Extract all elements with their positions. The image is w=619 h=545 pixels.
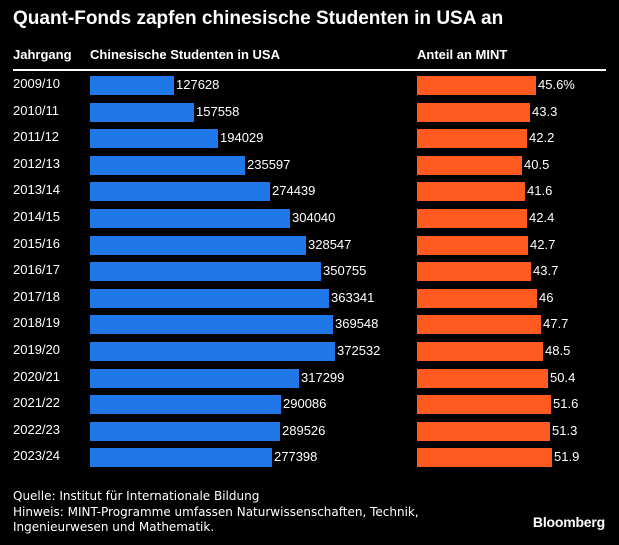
mint-bar bbox=[417, 76, 536, 95]
hint-note-line1: Hinweis: MINT-Programme umfassen Naturwi… bbox=[13, 505, 419, 519]
year-label: 2021/22 bbox=[13, 395, 60, 411]
bloomberg-logo: Bloomberg bbox=[532, 514, 605, 530]
students-value-label: 127628 bbox=[176, 77, 220, 92]
year-label: 2020/21 bbox=[13, 368, 60, 384]
chart-row: 2010/11 157558 43.3 bbox=[0, 99, 619, 126]
mint-bar bbox=[417, 235, 528, 255]
mint-value-label: 51.3 bbox=[552, 422, 578, 438]
mint-value-label: 47.7 bbox=[543, 316, 569, 332]
students-value-label: 274439 bbox=[272, 183, 316, 199]
year-label: 2016/17 bbox=[13, 262, 60, 278]
year-label: 2014/15 bbox=[13, 209, 60, 224]
mint-bar bbox=[417, 395, 551, 415]
students-bar bbox=[90, 129, 218, 149]
mint-value-label: 43.3 bbox=[532, 103, 558, 119]
mint-bar bbox=[417, 155, 522, 175]
students-value-label: 289526 bbox=[282, 422, 326, 438]
mint-bar bbox=[417, 342, 543, 361]
mint-bar bbox=[417, 129, 527, 149]
year-label: 2010/11 bbox=[13, 102, 60, 118]
header-rule bbox=[13, 69, 606, 71]
students-bar bbox=[90, 448, 272, 468]
mint-value-label: 51.6 bbox=[553, 396, 579, 412]
year-label: 2011/12 bbox=[13, 129, 60, 145]
header-students: Chinesische Studenten in USA bbox=[90, 47, 280, 62]
students-bar bbox=[90, 102, 194, 122]
students-bar bbox=[90, 209, 290, 228]
chart-row: 2023/24 277398 51.9 bbox=[0, 444, 619, 471]
mint-bar bbox=[417, 102, 530, 122]
students-value-label: 363341 bbox=[331, 289, 375, 305]
chart-row: 2020/21 317299 50.4 bbox=[0, 365, 619, 392]
students-value-label: 277398 bbox=[274, 449, 318, 465]
mint-value-label: 42.4 bbox=[529, 210, 555, 225]
students-bar bbox=[90, 395, 281, 415]
mint-bar bbox=[417, 421, 550, 441]
source-note: Quelle: Institut für Internationale Bild… bbox=[13, 489, 260, 503]
chart-row: 2012/13 235597 40.5 bbox=[0, 152, 619, 179]
mint-bar bbox=[417, 209, 527, 228]
mint-bar bbox=[417, 368, 548, 388]
year-label: 2009/10 bbox=[13, 76, 60, 91]
students-bar bbox=[90, 368, 299, 388]
mint-value-label: 41.6 bbox=[527, 183, 553, 199]
students-value-label: 372532 bbox=[337, 343, 381, 358]
students-bar bbox=[90, 76, 174, 95]
header-year: Jahrgang bbox=[13, 47, 72, 62]
year-label: 2012/13 bbox=[13, 155, 60, 171]
mint-value-label: 40.5 bbox=[524, 156, 550, 172]
students-value-label: 290086 bbox=[283, 396, 327, 412]
mint-bar bbox=[417, 288, 537, 308]
hint-note-line2: Ingenieurwesen und Mathematik. bbox=[13, 520, 215, 534]
year-label: 2019/20 bbox=[13, 342, 60, 357]
mint-value-label: 43.7 bbox=[533, 263, 559, 279]
students-value-label: 369548 bbox=[335, 316, 379, 332]
chart-row: 2019/20 372532 48.5 bbox=[0, 338, 619, 365]
year-label: 2022/23 bbox=[13, 421, 60, 437]
chart-row: 2015/16 328547 42.7 bbox=[0, 232, 619, 259]
students-value-label: 304040 bbox=[292, 210, 336, 225]
mint-bar bbox=[417, 448, 552, 468]
chart-row: 2021/22 290086 51.6 bbox=[0, 391, 619, 418]
students-value-label: 194029 bbox=[220, 130, 264, 146]
mint-value-label: 48.5 bbox=[545, 343, 571, 358]
students-value-label: 317299 bbox=[301, 369, 345, 385]
students-value-label: 350755 bbox=[323, 263, 367, 279]
mint-bar bbox=[417, 315, 541, 335]
students-bar bbox=[90, 288, 329, 308]
students-bar bbox=[90, 182, 270, 202]
students-value-label: 157558 bbox=[196, 103, 240, 119]
year-label: 2015/16 bbox=[13, 235, 60, 251]
chart-row: 2018/19 369548 47.7 bbox=[0, 311, 619, 338]
students-bar bbox=[90, 342, 335, 361]
chart-row: 2009/10 127628 45.6% bbox=[0, 72, 619, 99]
mint-value-label: 42.7 bbox=[530, 236, 556, 252]
chart-row: 2013/14 274439 41.6 bbox=[0, 178, 619, 205]
students-bar bbox=[90, 155, 245, 175]
students-bar bbox=[90, 235, 306, 255]
chart-title: Quant-Fonds zapfen chinesische Studenten… bbox=[13, 8, 504, 29]
year-label: 2013/14 bbox=[13, 182, 60, 198]
students-value-label: 328547 bbox=[308, 236, 352, 252]
students-bar bbox=[90, 315, 333, 335]
mint-bar bbox=[417, 182, 525, 202]
students-bar bbox=[90, 421, 280, 441]
year-label: 2017/18 bbox=[13, 288, 60, 304]
students-bar bbox=[90, 262, 321, 282]
chart-row: 2014/15 304040 42.4 bbox=[0, 205, 619, 232]
mint-value-label: 50.4 bbox=[550, 369, 576, 385]
chart-row: 2011/12 194029 42.2 bbox=[0, 125, 619, 152]
chart-row: 2022/23 289526 51.3 bbox=[0, 418, 619, 445]
chart-row: 2017/18 363341 46 bbox=[0, 285, 619, 312]
year-label: 2023/24 bbox=[13, 448, 60, 464]
year-label: 2018/19 bbox=[13, 315, 60, 331]
mint-value-label: 46 bbox=[539, 289, 554, 305]
mint-bar bbox=[417, 262, 531, 282]
header-mint: Anteil an MINT bbox=[417, 47, 508, 62]
mint-value-label: 42.2 bbox=[529, 130, 555, 146]
chart-row: 2016/17 350755 43.7 bbox=[0, 258, 619, 285]
mint-value-label: 45.6% bbox=[538, 77, 575, 92]
mint-value-label: 51.9 bbox=[554, 449, 580, 465]
students-value-label: 235597 bbox=[247, 156, 291, 172]
